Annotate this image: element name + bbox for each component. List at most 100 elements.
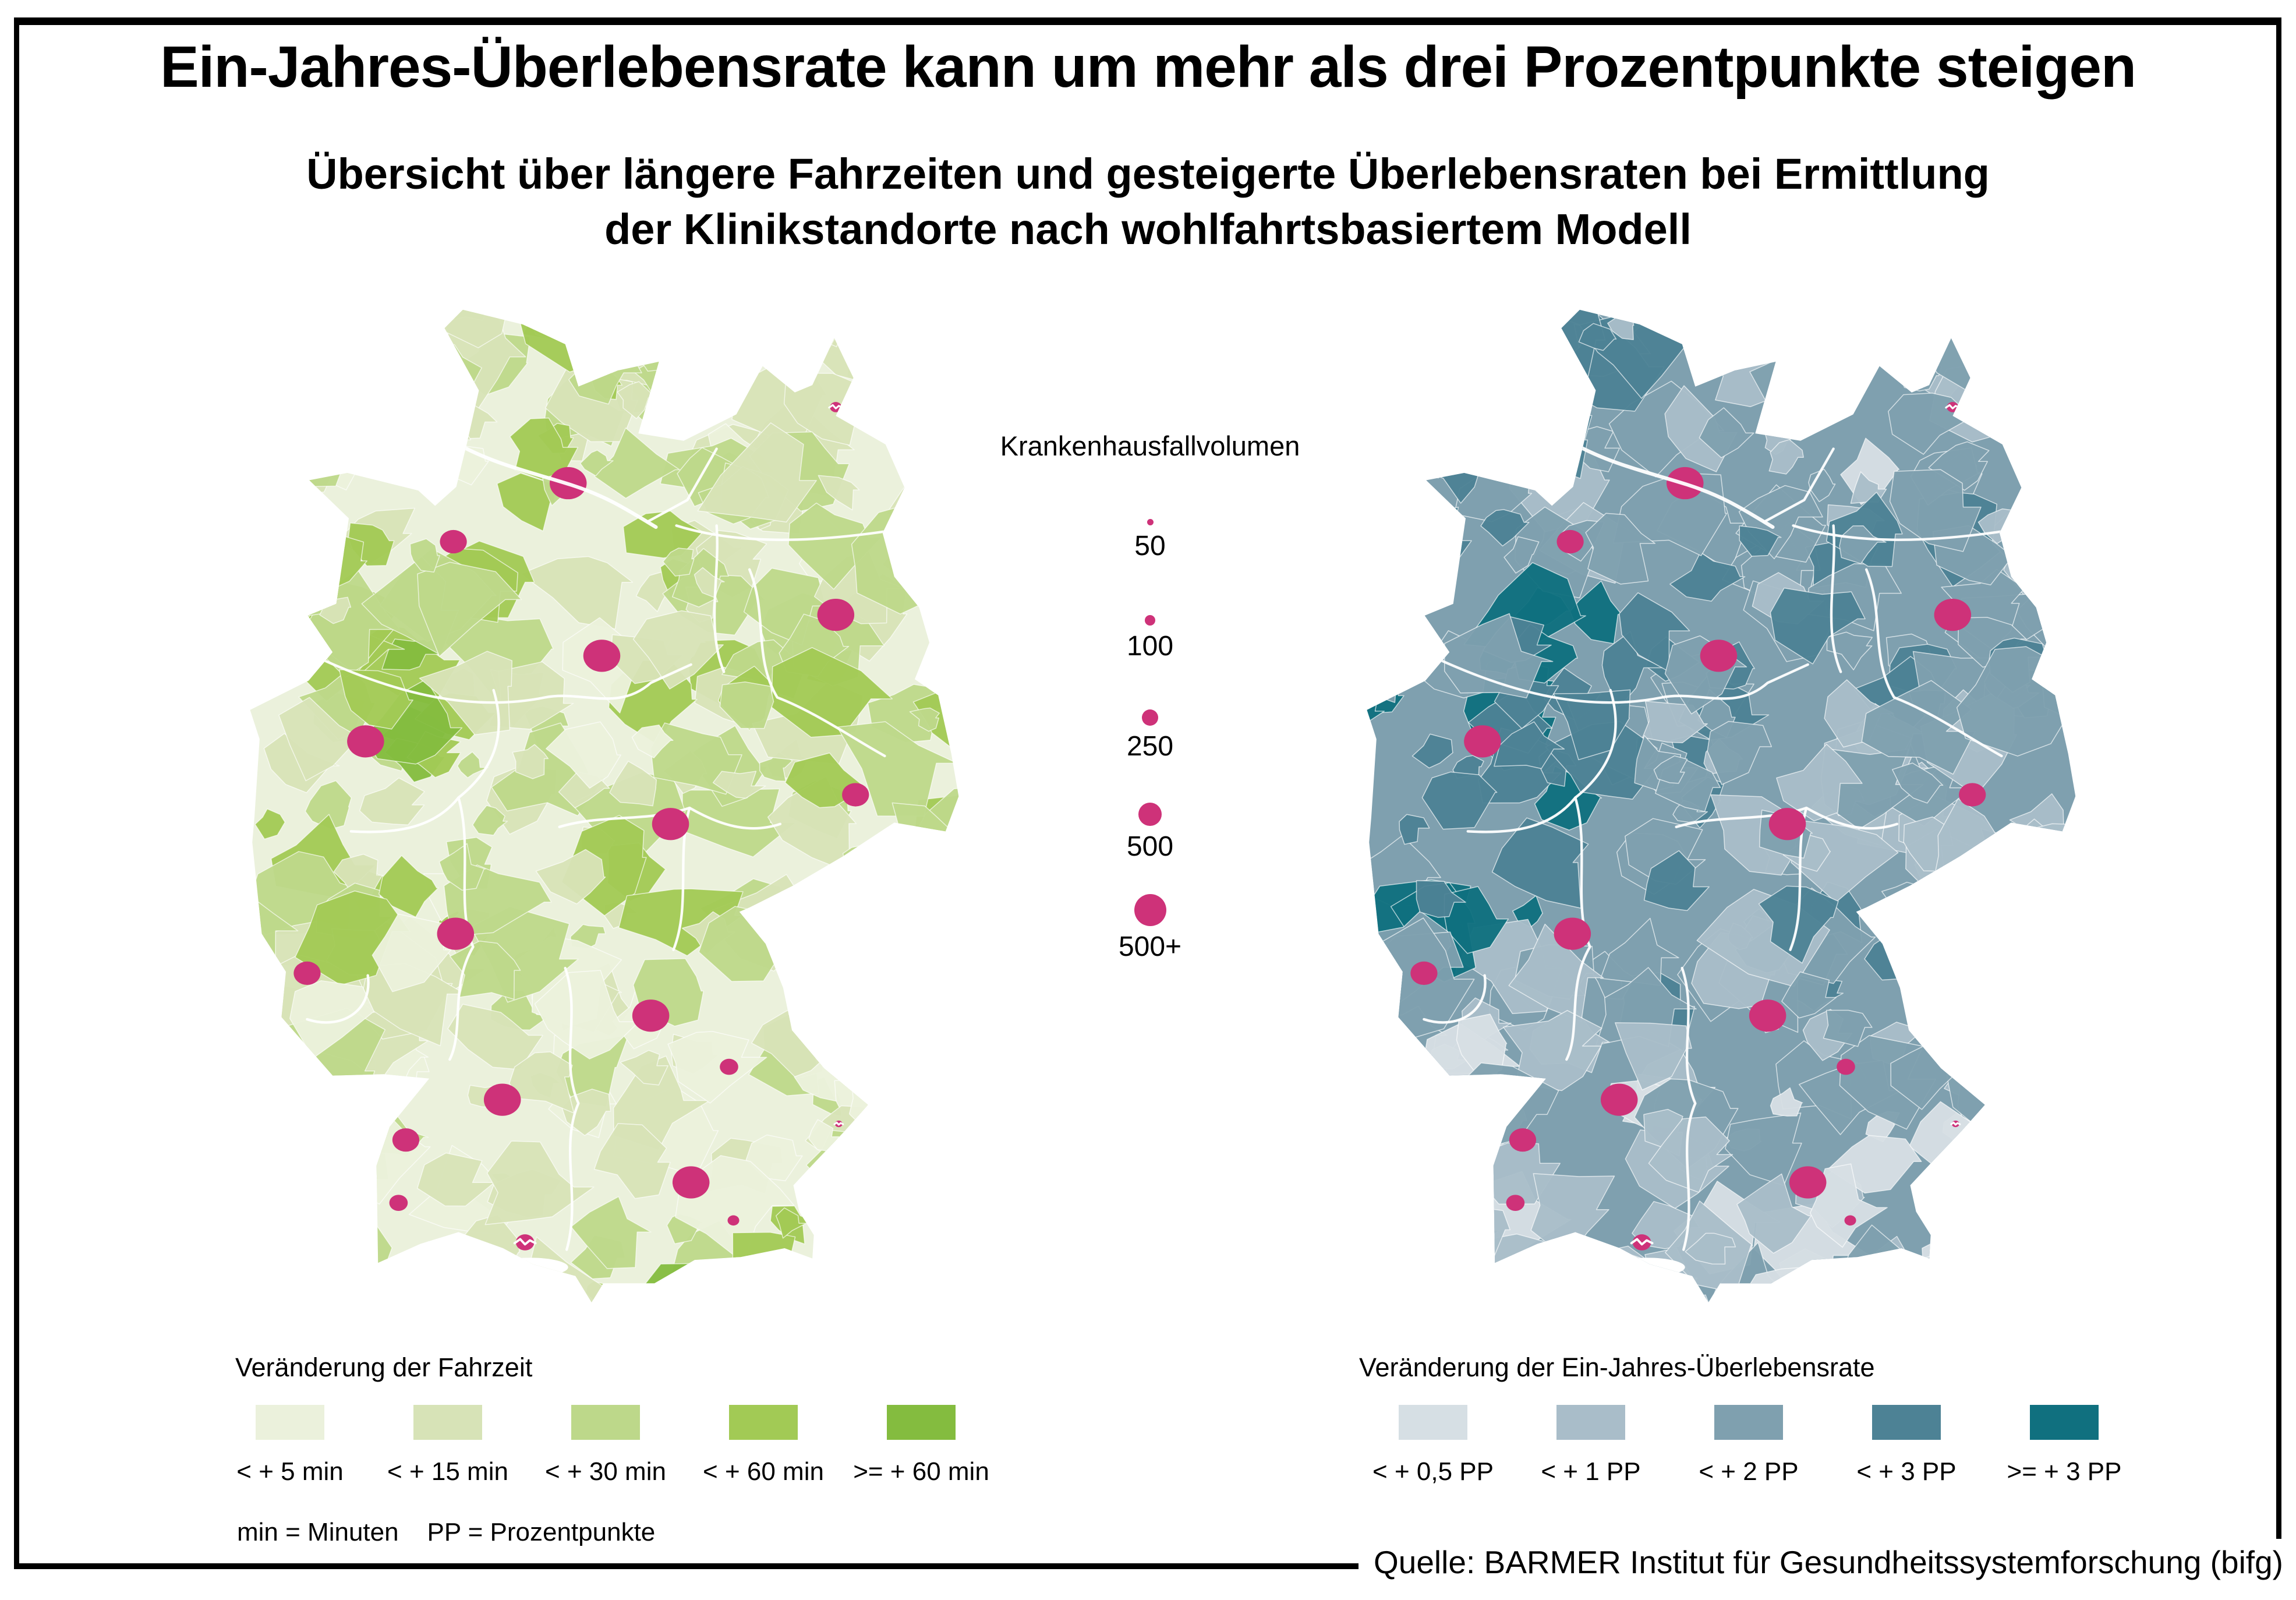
district-blob xyxy=(837,856,937,949)
district-blob xyxy=(593,427,680,499)
page-subtitle: Übersicht über längere Fahrzeiten und ge… xyxy=(0,147,2296,257)
district-blob xyxy=(625,318,706,372)
state-border-line xyxy=(1441,659,1809,704)
map-travel-time-change xyxy=(238,284,969,1308)
legend-class-label: < + 5 min xyxy=(236,1457,344,1486)
district-blob xyxy=(1981,910,2026,939)
page-subtitle-line2: der Klinikstandorte nach wohlfahrtsbasie… xyxy=(604,204,1692,253)
legend-class-label: < + 60 min xyxy=(703,1457,824,1486)
district-blob xyxy=(1411,733,1453,769)
district-blob xyxy=(417,561,522,657)
district-blob xyxy=(662,548,695,577)
district-blob xyxy=(1751,309,1807,359)
legend-swatch xyxy=(2030,1405,2099,1440)
district-blob xyxy=(250,372,296,419)
district-blob xyxy=(1897,1248,1990,1302)
district-blob xyxy=(1367,1146,1408,1208)
district-blob xyxy=(1980,828,2057,902)
district-blob xyxy=(281,453,335,495)
legend-class-label: < + 15 min xyxy=(387,1457,508,1486)
district-blob xyxy=(1685,1232,1736,1265)
district-blob xyxy=(420,1259,452,1284)
district-blob xyxy=(1416,880,1466,918)
district-blob xyxy=(688,382,730,418)
legend-swatch xyxy=(1872,1405,1941,1440)
district-blob xyxy=(2042,451,2076,495)
hospital-volume-dot xyxy=(672,1166,710,1199)
district-blob xyxy=(789,309,857,348)
river-line xyxy=(1945,404,1961,409)
district-blob xyxy=(1502,1010,1602,1092)
district-blob xyxy=(1958,1207,2017,1272)
lake-constance xyxy=(1609,1258,1685,1277)
district-blob xyxy=(546,721,621,789)
district-blob xyxy=(1781,971,1837,1019)
state-border-line xyxy=(748,568,886,758)
district-blob xyxy=(1530,1173,1615,1260)
district-blob xyxy=(1928,441,1990,491)
district-blob xyxy=(311,383,345,417)
hospital-volume-dot xyxy=(437,917,475,950)
district-blob xyxy=(250,412,288,453)
district-blob xyxy=(285,1258,393,1302)
district-blob xyxy=(1808,468,1836,503)
district-blob xyxy=(1998,1203,2059,1266)
district-blob xyxy=(254,808,286,840)
volume-bubble-label: 250 xyxy=(1126,731,1174,762)
district-blob xyxy=(418,1241,487,1301)
district-blob xyxy=(1758,885,1839,964)
district-blob xyxy=(724,1231,802,1294)
district-blob xyxy=(1749,323,1863,427)
district-blob xyxy=(887,391,959,483)
district-blob xyxy=(642,1263,745,1302)
river-line xyxy=(455,441,658,529)
district-blob xyxy=(1980,818,2076,933)
hospital-volume-dot xyxy=(389,1195,408,1211)
hospital-volume-dot xyxy=(293,961,321,985)
state-border-line xyxy=(1675,806,1899,830)
district-blob xyxy=(1553,689,1631,761)
district-blob xyxy=(2056,309,2076,319)
legend-survival-rate-title: Veränderung der Ein-Jahres-Überlebensrat… xyxy=(1359,1352,1875,1382)
district-blob xyxy=(1619,592,1690,672)
district-blob xyxy=(1823,1009,1873,1047)
district-blob xyxy=(775,884,871,943)
hospital-volume-dot xyxy=(392,1128,420,1152)
district-blob xyxy=(284,1274,373,1302)
district-blob xyxy=(1959,309,2016,354)
district-blob xyxy=(1502,414,1554,465)
district-blob xyxy=(1736,1173,1812,1254)
district-blob xyxy=(535,849,606,905)
district-blob xyxy=(2012,390,2076,486)
district-blob xyxy=(1421,1201,1500,1252)
hospital-volume-dot xyxy=(817,598,855,631)
district-blob xyxy=(1481,309,1531,337)
district-blob xyxy=(1384,630,1412,657)
legend-survival-rate: Veränderung der Ein-Jahres-Überlebensrat… xyxy=(1359,1352,2267,1521)
district-blob xyxy=(898,950,959,1045)
district-blob xyxy=(1809,1163,1888,1248)
hospital-volume-dot xyxy=(720,1058,738,1075)
river-line xyxy=(833,1121,844,1126)
river-line xyxy=(1572,441,1775,529)
legend-swatch xyxy=(887,1405,956,1440)
district-blob xyxy=(782,949,883,1032)
legend-class-label: >= + 3 PP xyxy=(2007,1457,2122,1486)
district-blob xyxy=(579,450,614,476)
district-blob xyxy=(1979,1110,2076,1191)
district-blob xyxy=(1424,390,1495,464)
district-blob xyxy=(864,1079,959,1194)
district-blob xyxy=(909,707,940,732)
district-blob xyxy=(1467,309,1549,325)
district-blob xyxy=(1367,545,1434,612)
hospital-volume-dot xyxy=(583,640,621,672)
hospital-volume-dot xyxy=(727,1215,740,1226)
map-body xyxy=(1367,309,2076,1302)
district-blob xyxy=(1948,850,2028,904)
district-blob xyxy=(851,884,883,924)
district-blob xyxy=(484,1140,595,1225)
district-blob xyxy=(360,309,445,357)
district-blob xyxy=(570,1196,652,1269)
district-blob xyxy=(2060,363,2076,391)
district-blob xyxy=(1699,407,1754,458)
